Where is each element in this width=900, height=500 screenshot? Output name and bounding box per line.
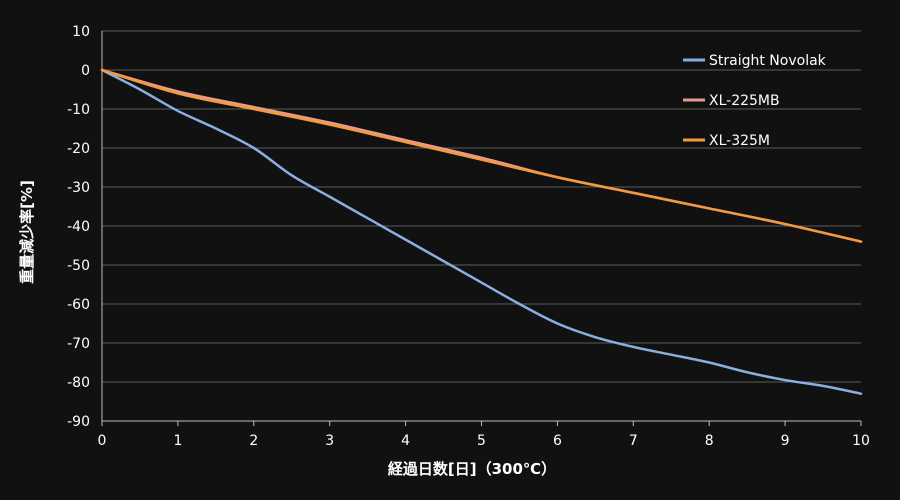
series-line-straight-novolak xyxy=(100,68,863,395)
axes xyxy=(101,31,862,426)
x-tick-labels: 0 1 2 3 4 5 6 7 8 9 10 xyxy=(98,433,870,449)
series-line-xl-325m xyxy=(100,68,863,243)
x-tick-label: 9 xyxy=(781,433,790,449)
x-tick-label: 7 xyxy=(629,433,638,449)
y-tick-labels: 10 0 -10 -20 -30 -40 -50 -60 -70 -80 -90 xyxy=(67,24,90,430)
y-tick-label: 0 xyxy=(81,63,90,79)
y-tick-label: -60 xyxy=(67,297,90,313)
y-tick-label: -20 xyxy=(67,141,90,157)
x-tick-label: 5 xyxy=(477,433,486,449)
y-tick-label: -80 xyxy=(67,375,90,391)
legend-label-xl-325m: XL-325M xyxy=(709,133,770,149)
x-tick-label: 0 xyxy=(98,433,107,449)
y-tick-label: -50 xyxy=(67,258,90,274)
x-tick-label: 4 xyxy=(401,433,410,449)
y-tick-label: 10 xyxy=(72,24,90,40)
legend: Straight Novolak XL-225MB XL-325M xyxy=(683,53,827,149)
grid-lines xyxy=(102,30,861,422)
x-tick-label: 3 xyxy=(325,433,334,449)
x-tick-label: 8 xyxy=(705,433,714,449)
series-lines xyxy=(100,68,863,395)
legend-label-straight-novolak: Straight Novolak xyxy=(709,53,827,69)
x-tick-label: 10 xyxy=(852,433,870,449)
y-tick-label: -40 xyxy=(67,219,90,235)
x-axis-label: 経過日数[日]（300℃） xyxy=(388,460,556,478)
x-tick-label: 6 xyxy=(553,433,562,449)
x-tick-label: 2 xyxy=(249,433,258,449)
y-tick-label: -90 xyxy=(67,414,90,430)
y-tick-label: -30 xyxy=(67,180,90,196)
y-axis-label: 重量減少率[%] xyxy=(18,180,36,284)
y-tick-label: -70 xyxy=(67,336,90,352)
legend-label-xl-225mb: XL-225MB xyxy=(709,93,780,109)
y-tick-label: -10 xyxy=(67,102,90,118)
x-tick-label: 1 xyxy=(173,433,182,449)
